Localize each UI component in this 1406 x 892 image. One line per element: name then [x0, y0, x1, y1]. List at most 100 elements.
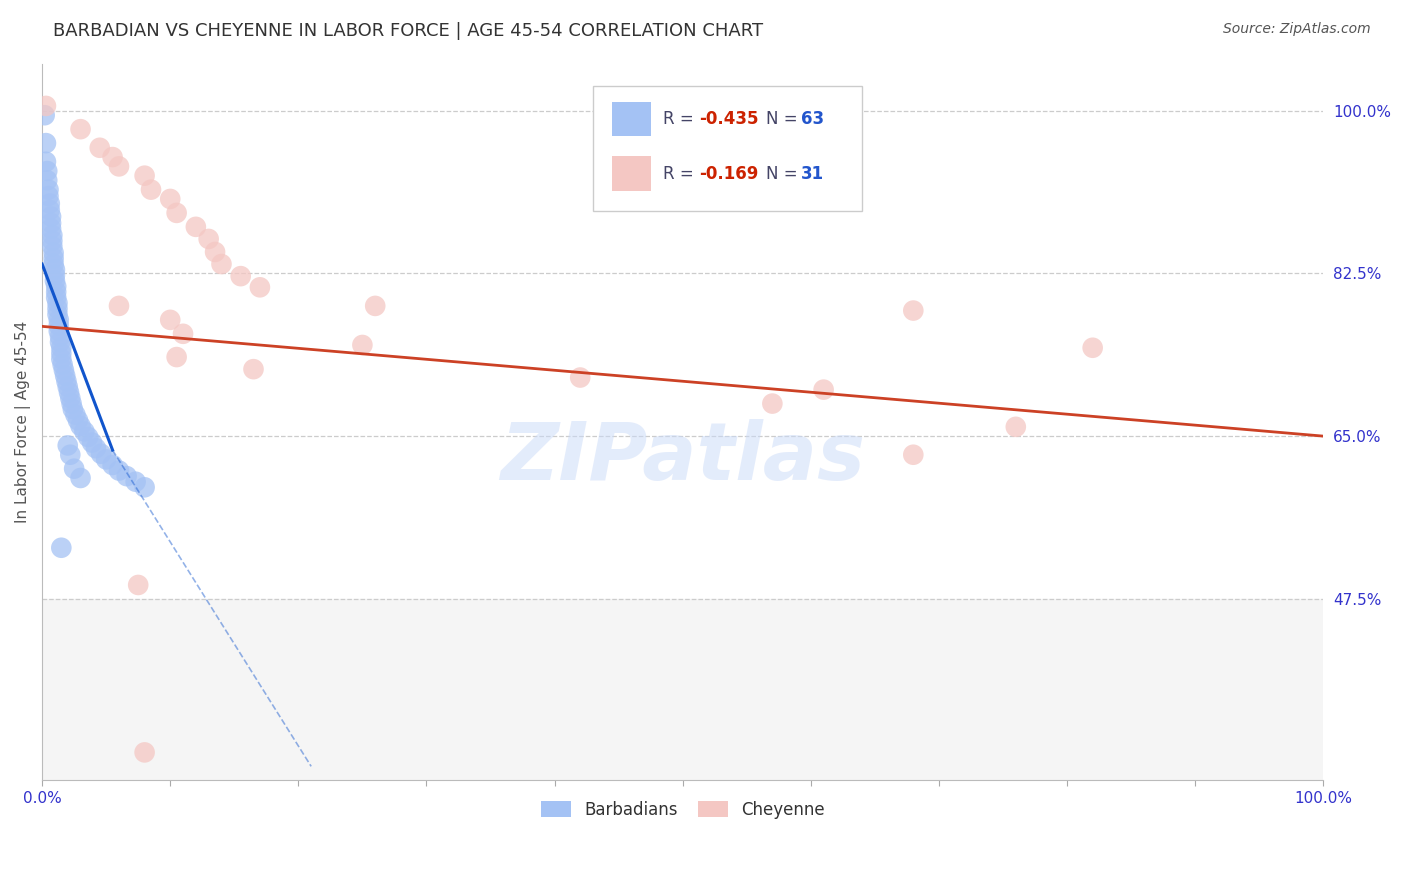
- Text: BARBADIAN VS CHEYENNE IN LABOR FORCE | AGE 45-54 CORRELATION CHART: BARBADIAN VS CHEYENNE IN LABOR FORCE | A…: [53, 22, 763, 40]
- FancyBboxPatch shape: [612, 156, 651, 191]
- Point: [813, 383, 835, 397]
- Point: [52, 363, 75, 377]
- Point: [89, 141, 111, 155]
- Text: -0.435: -0.435: [699, 111, 759, 128]
- Point: [38, 196, 60, 211]
- Point: [101, 150, 124, 164]
- Point: [229, 269, 252, 284]
- Point: [63, 461, 86, 475]
- Point: [166, 350, 188, 364]
- Point: [159, 192, 181, 206]
- Point: [115, 469, 138, 483]
- Point: [46, 296, 69, 310]
- Point: [65, 408, 87, 422]
- Point: [108, 160, 131, 174]
- Point: [172, 326, 194, 341]
- Point: [56, 438, 79, 452]
- Point: [80, 435, 103, 450]
- Y-axis label: In Labor Force | Age 45-54: In Labor Force | Age 45-54: [15, 321, 31, 524]
- Point: [55, 374, 77, 388]
- Point: [134, 745, 156, 759]
- Point: [101, 458, 124, 472]
- Point: [37, 164, 59, 178]
- Point: [127, 578, 149, 592]
- Point: [38, 189, 60, 203]
- Point: [62, 402, 84, 417]
- Point: [44, 262, 66, 277]
- Point: [364, 299, 387, 313]
- Point: [69, 122, 91, 136]
- Point: [60, 396, 83, 410]
- Point: [44, 274, 66, 288]
- Point: [211, 257, 233, 271]
- Text: -0.169: -0.169: [699, 165, 759, 183]
- Point: [249, 280, 271, 294]
- Point: [46, 307, 69, 321]
- Point: [49, 335, 72, 350]
- Point: [35, 154, 58, 169]
- Point: [44, 268, 66, 283]
- Text: R =: R =: [664, 165, 699, 183]
- Point: [41, 239, 63, 253]
- Point: [39, 216, 62, 230]
- Point: [34, 108, 56, 122]
- Point: [39, 221, 62, 235]
- Text: Source: ZipAtlas.com: Source: ZipAtlas.com: [1223, 22, 1371, 37]
- Point: [45, 285, 67, 299]
- Bar: [42, 599, 1323, 780]
- Point: [52, 358, 75, 372]
- Point: [59, 391, 82, 405]
- Point: [49, 329, 72, 343]
- Point: [48, 318, 70, 333]
- Point: [1004, 420, 1026, 434]
- Text: N =: N =: [766, 111, 803, 128]
- Point: [84, 441, 107, 455]
- Point: [45, 291, 67, 305]
- Point: [41, 234, 63, 248]
- Point: [204, 244, 226, 259]
- Point: [569, 370, 592, 384]
- Point: [761, 396, 783, 410]
- Point: [134, 480, 156, 494]
- Point: [35, 136, 58, 150]
- Text: N =: N =: [766, 165, 803, 183]
- Point: [352, 338, 374, 352]
- Point: [46, 301, 69, 316]
- Point: [42, 252, 65, 266]
- Point: [51, 341, 73, 355]
- Text: ZIPatlas: ZIPatlas: [501, 419, 865, 497]
- Point: [96, 452, 118, 467]
- Point: [58, 385, 80, 400]
- Point: [53, 368, 76, 383]
- Point: [41, 228, 63, 243]
- Point: [51, 346, 73, 360]
- Point: [108, 464, 131, 478]
- Point: [48, 313, 70, 327]
- Point: [166, 206, 188, 220]
- Text: R =: R =: [664, 111, 699, 128]
- Point: [903, 448, 925, 462]
- Point: [139, 183, 162, 197]
- Point: [69, 418, 91, 433]
- Point: [73, 425, 96, 439]
- Point: [35, 99, 58, 113]
- Point: [37, 173, 59, 187]
- Point: [66, 413, 89, 427]
- FancyBboxPatch shape: [593, 86, 862, 211]
- Point: [903, 303, 925, 318]
- Text: 63: 63: [800, 111, 824, 128]
- Point: [38, 183, 60, 197]
- Point: [48, 324, 70, 338]
- Point: [59, 448, 82, 462]
- Point: [124, 475, 146, 489]
- Point: [38, 203, 60, 218]
- Point: [108, 299, 131, 313]
- Point: [134, 169, 156, 183]
- Point: [1081, 341, 1104, 355]
- Point: [42, 246, 65, 260]
- Point: [197, 232, 219, 246]
- Point: [42, 257, 65, 271]
- Point: [159, 313, 181, 327]
- Point: [51, 351, 73, 366]
- Point: [45, 279, 67, 293]
